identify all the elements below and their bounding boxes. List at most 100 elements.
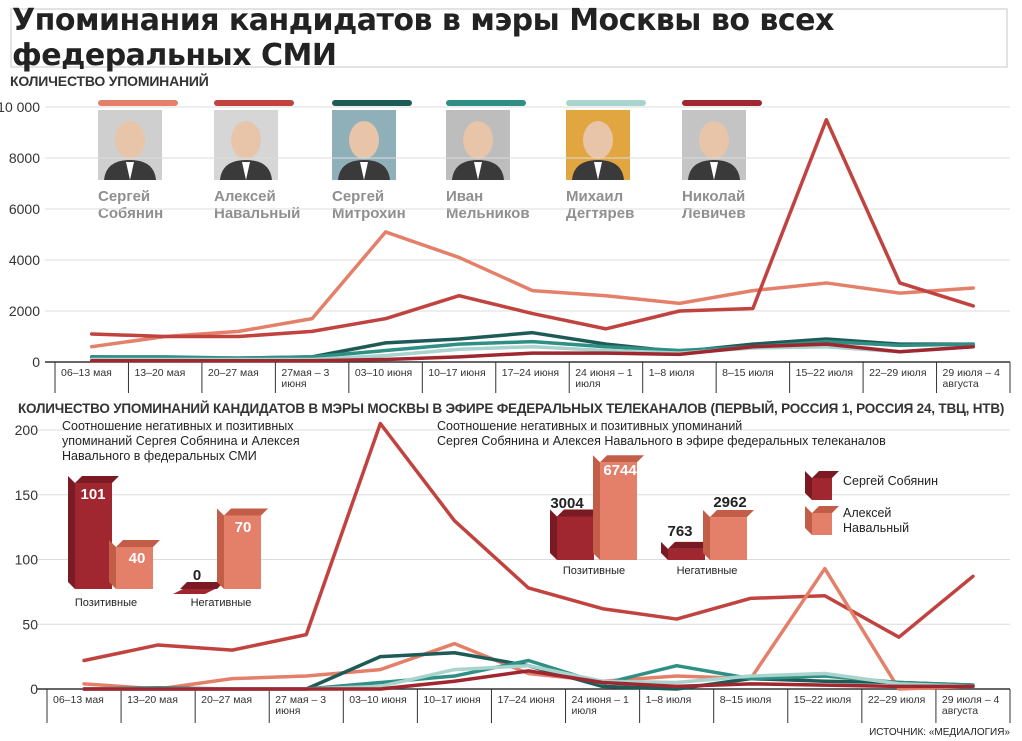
y-tick-label: 50 bbox=[22, 616, 38, 632]
portrait-icon bbox=[220, 121, 272, 180]
candidate-photo bbox=[214, 110, 278, 180]
portrait-icon bbox=[338, 121, 390, 180]
candidate-mitrokhin: Сергей Митрохин bbox=[332, 100, 432, 222]
face-shape bbox=[231, 121, 261, 159]
note-line: Соотношение негативных и позитивных bbox=[62, 419, 294, 433]
note-line: упоминаний Сергея Собянина и Алексея bbox=[62, 434, 300, 448]
y-tick-label: 0 bbox=[32, 354, 40, 370]
candidate-first-name: Иван bbox=[446, 188, 484, 205]
x-tick-label: 13–20 мая bbox=[127, 694, 178, 706]
shirt-shape bbox=[242, 162, 250, 180]
x-tick-label: 8–15 июля bbox=[720, 694, 772, 706]
series-line-0 bbox=[82, 421, 975, 663]
face-shape bbox=[463, 121, 493, 159]
bar-inset-1-title: Соотношение негативных и позитивных упом… bbox=[62, 419, 300, 464]
candidate-color-bar bbox=[682, 100, 762, 106]
candidate-color-bar bbox=[214, 100, 294, 106]
candidate-photo bbox=[446, 110, 510, 180]
x-tick-label: 29 июля – 4 bbox=[942, 694, 1000, 706]
x-tick-label: 1–8 июля bbox=[649, 367, 695, 379]
source-note: ИСТОЧНИК: «МЕДИАЛОГИЯ» bbox=[869, 727, 1010, 738]
x-tick-label: августа bbox=[943, 378, 979, 390]
x-tick-label: августа bbox=[942, 705, 978, 717]
candidate-first-name: Алексей bbox=[214, 188, 276, 205]
face-shape bbox=[699, 121, 729, 159]
candidate-color-bar bbox=[98, 100, 178, 106]
bar-inset-2-title: Соотношение негативных и позитивных упом… bbox=[437, 419, 886, 449]
x-tick-label: 24 июня – 1 bbox=[572, 694, 629, 706]
portrait-icon bbox=[104, 121, 156, 180]
candidate-degtyarev: Михаил Дегтярев bbox=[566, 100, 666, 222]
top-chart-label: КОЛИЧЕСТВО УПОМИНАНИЙ bbox=[10, 73, 209, 89]
page-title: Упоминания кандидатов в мэры Москвы во в… bbox=[12, 3, 834, 73]
series-line-1 bbox=[82, 566, 975, 691]
top-line-chart: 0 2000 4000 6000 8000 10 000 06–13 мая 13–20 ма… bbox=[0, 99, 1011, 393]
x-tick-label: 06–13 мая bbox=[61, 367, 112, 379]
candidate-melnikov: Иван Мельников bbox=[446, 100, 546, 222]
bottom-chart-label: КОЛИЧЕСТВО УПОМИНАНИЙ КАНДИДАТОВ В МЭРЫ … bbox=[18, 401, 1005, 416]
x-tick-label: 03–10 июня bbox=[349, 694, 406, 706]
candidate-first-name: Михаил bbox=[566, 188, 624, 205]
bottom-line-chart: 0 50 100 150 200 06–13 мая 13–20 мая 20–27 мая 2… bbox=[15, 421, 1011, 723]
x-tick-label: 20–27 мая bbox=[208, 367, 259, 379]
x-tick-label: 27 мая – 3 bbox=[275, 694, 326, 706]
portrait-icon bbox=[452, 121, 504, 180]
candidate-photo bbox=[332, 110, 396, 180]
y-tick-label: 100 bbox=[15, 552, 39, 568]
y-tick-label: 150 bbox=[15, 487, 39, 503]
x-tick-label: 24 июня – 1 bbox=[575, 367, 632, 379]
y-tick-label: 4000 bbox=[9, 252, 40, 268]
candidate-first-name: Николай bbox=[682, 188, 746, 205]
y-tick-label: 0 bbox=[30, 681, 38, 697]
candidate-color-bar bbox=[446, 100, 526, 106]
shirt-shape bbox=[710, 162, 718, 180]
x-tick-label: 10–17 июня bbox=[428, 367, 485, 379]
x-tick-label: 10–17 июня bbox=[423, 694, 480, 706]
y-tick-label: 6000 bbox=[9, 201, 40, 217]
x-tick-label: 17–24 июня bbox=[502, 367, 559, 379]
x-tick-label: июня bbox=[281, 378, 306, 390]
candidate-photo bbox=[566, 110, 630, 180]
x-tick-label: 22–29 июля bbox=[868, 694, 925, 706]
x-tick-label: 1–8 июля bbox=[646, 694, 692, 706]
note-line: Навального в федеральных СМИ bbox=[62, 449, 257, 463]
face-shape bbox=[115, 121, 145, 159]
shirt-shape bbox=[594, 162, 602, 180]
portrait-icon bbox=[572, 121, 624, 180]
note-line: Соотношение негативных и позитивных упом… bbox=[437, 419, 743, 433]
x-tick-label: 27мая – 3 bbox=[281, 367, 329, 379]
x-tick-label: июня bbox=[275, 705, 300, 717]
shirt-shape bbox=[360, 162, 368, 180]
title-box: Упоминания кандидатов в мэры Москвы во в… bbox=[10, 3, 1008, 73]
note-line: Сергея Собянина и Алексея Навального в э… bbox=[437, 434, 886, 448]
candidate-first-name: Сергей bbox=[332, 188, 385, 205]
x-tick-label: 15–22 июля bbox=[794, 694, 851, 706]
y-tick-label: 10 000 bbox=[0, 99, 40, 115]
series-line-1 bbox=[89, 118, 976, 339]
x-tick-label: 17–24 июня bbox=[497, 694, 554, 706]
x-tick-label: 8–15 июля bbox=[722, 367, 774, 379]
x-tick-label: 06–13 мая bbox=[53, 694, 104, 706]
x-tick-label: 20–27 мая bbox=[201, 694, 252, 706]
portrait-icon bbox=[688, 121, 740, 180]
candidate-photo bbox=[98, 110, 162, 180]
face-shape bbox=[349, 121, 379, 159]
candidate-navalny: Алексей Навальный bbox=[214, 100, 314, 222]
face-shape bbox=[583, 121, 613, 159]
x-tick-label: июля bbox=[572, 705, 597, 717]
shirt-shape bbox=[126, 162, 134, 180]
series-line-5 bbox=[89, 342, 976, 363]
y-tick-label: 2000 bbox=[9, 303, 40, 319]
candidate-color-bar bbox=[332, 100, 412, 106]
candidate-first-name: Сергей bbox=[98, 188, 151, 205]
candidate-color-bar bbox=[566, 100, 646, 106]
shirt-shape bbox=[474, 162, 482, 180]
x-tick-label: 13–20 мая bbox=[134, 367, 185, 379]
y-tick-label: 8000 bbox=[9, 150, 40, 166]
series-line-5 bbox=[82, 669, 975, 691]
y-tick-label: 200 bbox=[15, 422, 39, 438]
x-tick-label: 03–10 июня bbox=[355, 367, 412, 379]
x-tick-label: 22–29 июля bbox=[869, 367, 926, 379]
x-tick-label: 15–22 июля bbox=[796, 367, 853, 379]
series-line-0 bbox=[89, 230, 976, 349]
